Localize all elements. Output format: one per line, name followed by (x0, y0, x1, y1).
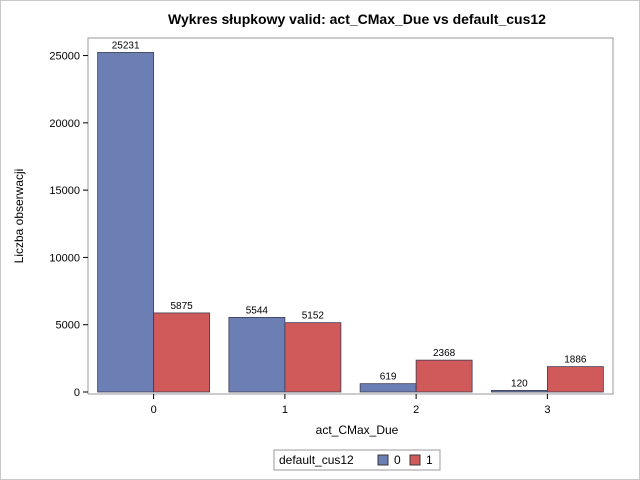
y-tick-label: 0 (74, 387, 80, 399)
x-tick-label: 3 (544, 404, 550, 416)
bar-data-labels: 25231 5875 5544 5152 619 2368 120 1886 (112, 40, 587, 389)
y-tick-label: 10000 (49, 252, 80, 264)
bar-value-label: 5544 (246, 305, 269, 316)
y-axis-ticks: 0 5000 10000 15000 20000 25000 (49, 51, 88, 399)
bar-value-label: 1886 (564, 355, 587, 366)
bar-series-0-cat-2 (359, 383, 417, 393)
bar-series-1-cat-0 (153, 312, 211, 393)
legend-title: default_cus12 (279, 453, 354, 467)
legend: default_cus12 0 1 (273, 449, 441, 471)
chart-title: Wykres słupkowy valid: act_CMax_Due vs d… (168, 11, 546, 27)
bar-value-label: 619 (380, 372, 397, 383)
x-tick-label: 1 (282, 404, 288, 416)
bar-value-label: 5152 (302, 311, 325, 322)
y-tick-label: 25000 (49, 51, 80, 63)
legend-swatch-0 (377, 454, 389, 466)
bar-series-0-cat-0 (97, 52, 155, 393)
bar-value-label: 2368 (433, 348, 456, 359)
bar-series-0-cat-1 (228, 316, 286, 393)
x-tick-label: 2 (413, 404, 419, 416)
x-axis-ticks: 0 1 2 3 (151, 394, 550, 416)
x-tick-label: 0 (151, 404, 157, 416)
bar-series-1-cat-2 (415, 359, 473, 393)
legend-label-0: 0 (394, 453, 401, 467)
legend-swatch-1 (409, 454, 421, 466)
y-axis-label: Liczba obserwacji (12, 169, 26, 264)
y-tick-label: 20000 (49, 118, 80, 130)
plot-area (87, 37, 614, 395)
bar-value-label: 25231 (112, 40, 140, 51)
legend-box (273, 449, 441, 471)
y-tick-label: 5000 (56, 320, 80, 332)
bar-series (97, 52, 604, 393)
bar-series-1-cat-1 (284, 322, 342, 393)
bar-value-label: 120 (511, 378, 528, 389)
x-axis-label: act_CMax_Due (316, 423, 399, 437)
bar-series-0-cat-3 (490, 389, 548, 393)
y-tick-label: 15000 (49, 185, 80, 197)
bar-series-1-cat-3 (546, 366, 604, 393)
bar-value-label: 5875 (171, 301, 194, 312)
legend-label-1: 1 (426, 453, 433, 467)
